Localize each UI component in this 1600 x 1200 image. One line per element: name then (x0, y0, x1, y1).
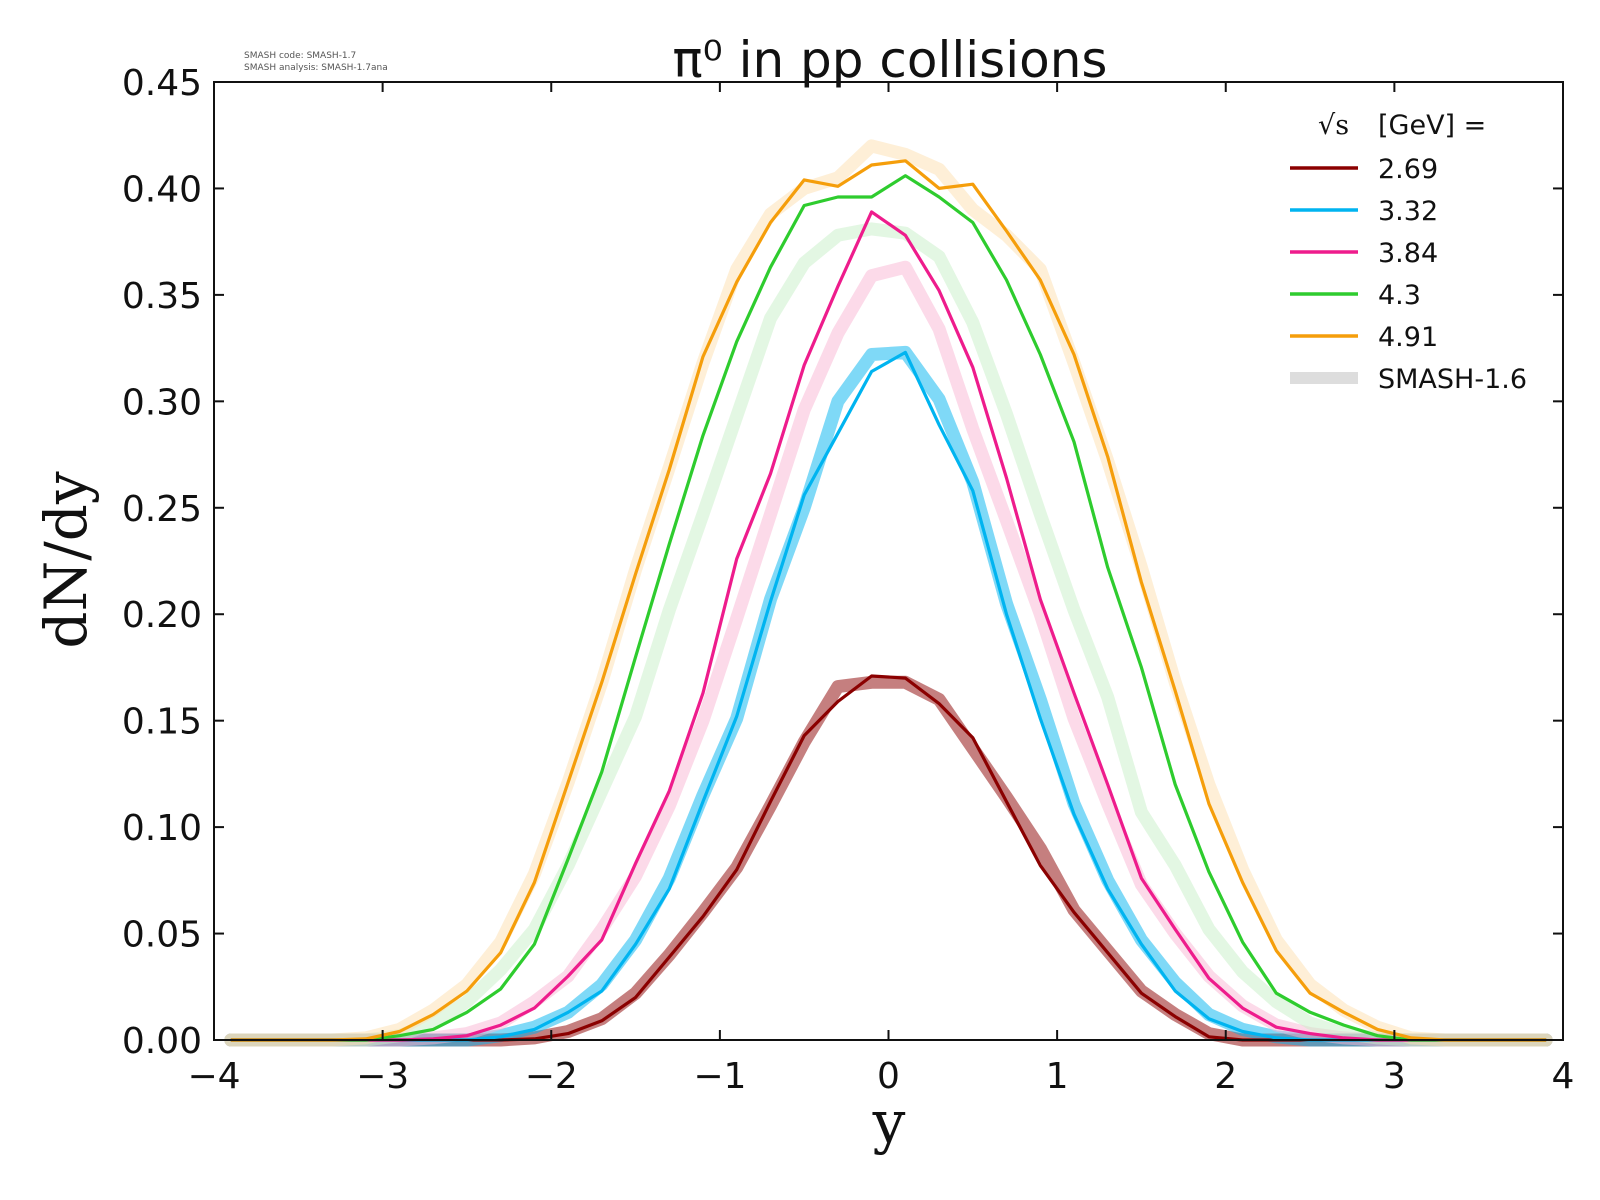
y-tick-label: 0.10 (122, 808, 202, 849)
reference-curve (224, 222, 1553, 1047)
axis-layer: −4 −3 −2 −1 0 1 2 3 4 0.00 0.05 0.10 0.15 0.20 0.25 0.3… (122, 63, 1575, 1097)
legend-label: 4.91 (1378, 322, 1438, 353)
y-tick-label: 0.45 (122, 63, 202, 104)
x-axis-label: y (872, 1088, 906, 1156)
y-axis-label: dN/dy (32, 471, 100, 649)
x-tick-label: 0 (877, 1056, 900, 1097)
version-note-analysis: SMASH analysis: SMASH-1.7ana (244, 63, 388, 73)
x-tick-label: −2 (525, 1056, 578, 1097)
y-tick-label: 0.35 (122, 276, 202, 317)
y-tick-label: 0.25 (122, 489, 202, 530)
y-tick-label: 0.20 (122, 595, 202, 636)
legend-label-reference: SMASH-1.6 (1378, 364, 1527, 395)
legend-label: 2.69 (1378, 154, 1438, 185)
y-tick-label: 0.30 (122, 382, 202, 423)
x-tick-label: 3 (1383, 1056, 1406, 1097)
series-line (230, 674, 1547, 1042)
y-tick-label: 0.00 (122, 1021, 202, 1062)
y-tick-label: 0.05 (122, 915, 202, 956)
x-tick-label: 2 (1214, 1056, 1237, 1097)
chart-title: π⁰ in pp collisions (673, 31, 1108, 89)
x-tick-label: −3 (356, 1056, 409, 1097)
x-tick-label: −4 (187, 1056, 240, 1097)
reference-curve (224, 675, 1553, 1047)
legend-items: 2.69 3.32 3.84 4.3 4.91 SMASH-1.6 (1290, 154, 1527, 395)
legend: √s [GeV] = 2.69 3.32 3.84 4.3 4.91 SMASH-1.6 (1290, 110, 1527, 395)
reference-curve (224, 345, 1553, 1047)
series-line (230, 159, 1547, 1042)
y-tick-label: 0.40 (122, 169, 202, 210)
legend-label: 3.32 (1378, 196, 1438, 227)
x-tick-label: 4 (1552, 1056, 1575, 1097)
version-note-code: SMASH code: SMASH-1.7 (244, 51, 356, 61)
y-tick-label: 0.15 (122, 702, 202, 743)
reference-curves-layer (224, 139, 1553, 1047)
series-line (230, 174, 1547, 1042)
legend-title: [GeV] = (1378, 110, 1486, 141)
x-tick-label: 1 (1046, 1056, 1069, 1097)
legend-title-symbol: √s (1318, 110, 1349, 141)
series-line (230, 350, 1547, 1042)
x-tick-label: −1 (693, 1056, 746, 1097)
reference-curve (224, 139, 1553, 1047)
series-line (230, 210, 1547, 1042)
legend-label: 4.3 (1378, 280, 1421, 311)
legend-label: 3.84 (1378, 238, 1438, 269)
